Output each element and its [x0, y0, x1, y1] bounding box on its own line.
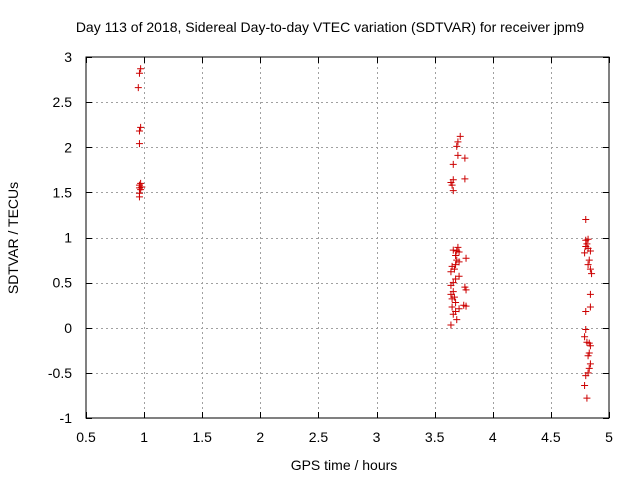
data-point-marker — [135, 193, 143, 201]
data-point-marker — [449, 310, 457, 318]
y-tick-label: 3 — [64, 49, 72, 65]
data-point-marker — [462, 302, 470, 310]
x-tick-label: 1.5 — [192, 429, 212, 445]
data-point-marker — [447, 281, 455, 289]
data-point-marker — [585, 364, 593, 372]
data-point-marker — [137, 179, 145, 187]
grid-lines — [86, 57, 609, 418]
data-point-marker — [582, 308, 590, 316]
data-point-marker — [454, 151, 462, 159]
data-point-marker — [135, 140, 143, 148]
data-point-marker — [448, 303, 456, 311]
y-tick-label: 0.5 — [53, 275, 73, 291]
data-point-marker — [462, 286, 470, 294]
y-tick-label: 1.5 — [53, 184, 73, 200]
data-point-marker — [581, 382, 589, 390]
data-point-marker — [449, 187, 457, 195]
data-point-marker — [586, 303, 594, 311]
data-point-marker — [586, 290, 594, 298]
data-point-marker — [135, 69, 143, 77]
data-point-marker — [582, 236, 590, 244]
plot-frame — [85, 56, 610, 419]
x-tick-label: 5 — [605, 429, 613, 445]
x-tick-label: 3.5 — [425, 429, 445, 445]
data-point-marker — [452, 298, 460, 306]
chart-title: Day 113 of 2018, Sidereal Day-to-day VTE… — [76, 19, 585, 35]
x-tick-label: 4 — [489, 429, 497, 445]
x-tick-labels: 0.5 1 1.5 2 2.5 3 3.5 4 4.5 5 — [76, 429, 613, 445]
data-point-marker — [588, 270, 596, 278]
x-axis-title: GPS time / hours — [291, 457, 398, 473]
data-point-marker — [456, 132, 464, 140]
x-tick-label: 4.5 — [541, 429, 561, 445]
data-point-marker — [452, 261, 460, 269]
axis-ticks — [86, 57, 610, 419]
data-point-marker — [586, 342, 594, 350]
data-point-marker — [586, 247, 594, 255]
data-point-marker — [137, 186, 145, 194]
data-point-marker — [137, 123, 145, 131]
data-point-marker — [454, 138, 462, 146]
data-point-marker — [584, 261, 592, 269]
x-tick-label: 0.5 — [76, 429, 96, 445]
data-point-marker — [449, 160, 457, 168]
y-tick-label: 2.5 — [53, 94, 73, 110]
data-points — [134, 65, 596, 402]
data-point-marker — [584, 352, 592, 360]
data-point-marker — [452, 275, 460, 283]
y-tick-label: 0 — [64, 320, 72, 336]
y-tick-labels: -1 -0.5 0 0.5 1 1.5 2 2.5 3 — [48, 49, 72, 426]
y-tick-label: 1 — [64, 230, 72, 246]
data-point-marker — [582, 372, 590, 380]
data-point-marker — [581, 249, 589, 257]
data-point-marker — [448, 181, 456, 189]
x-tick-label: 2 — [256, 429, 264, 445]
data-point-marker — [461, 154, 469, 162]
data-point-marker — [137, 65, 145, 73]
data-point-marker — [455, 248, 463, 256]
data-point-marker — [462, 254, 470, 262]
data-point-marker — [449, 246, 457, 254]
y-tick-label: -0.5 — [48, 365, 72, 381]
data-point-marker — [453, 316, 461, 324]
x-tick-label: 1 — [140, 429, 148, 445]
data-point-marker — [447, 268, 455, 276]
data-point-marker — [454, 243, 462, 251]
y-axis-title: SDTVAR / TECUs — [5, 182, 21, 294]
data-point-marker — [452, 252, 460, 260]
data-point-marker — [447, 321, 455, 329]
data-point-marker — [585, 256, 593, 264]
data-point-marker — [582, 215, 590, 223]
data-point-marker — [586, 360, 594, 368]
data-point-marker — [581, 333, 589, 341]
y-tick-label: -1 — [60, 410, 73, 426]
data-point-marker — [583, 394, 591, 402]
x-tick-label: 3 — [373, 429, 381, 445]
data-point-marker — [582, 326, 590, 334]
y-tick-label: 2 — [64, 139, 72, 155]
data-point-marker — [135, 127, 143, 135]
x-tick-label: 2.5 — [309, 429, 329, 445]
data-point-marker — [461, 175, 469, 183]
data-point-marker — [134, 84, 142, 92]
data-point-marker — [586, 265, 594, 273]
data-point-marker — [448, 295, 456, 303]
data-point-marker — [453, 142, 461, 150]
